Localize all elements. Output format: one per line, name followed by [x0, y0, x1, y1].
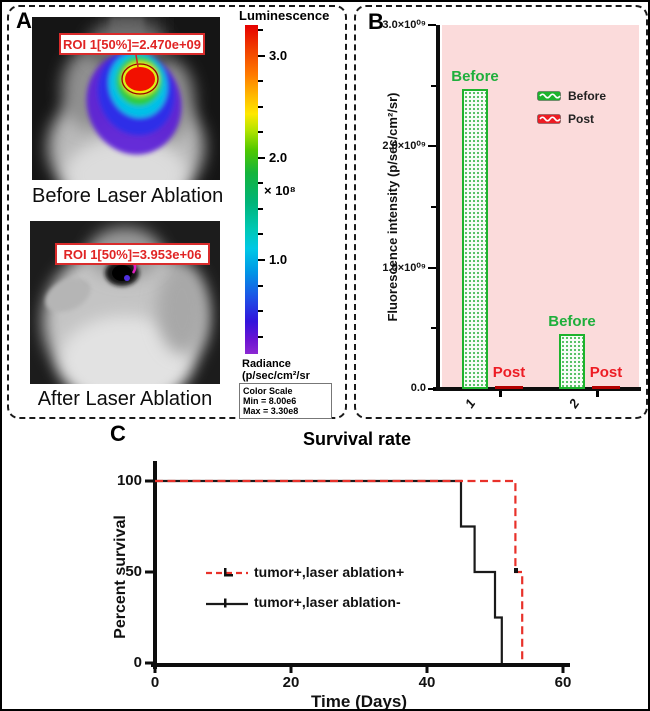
bar-chart-x-axis: [433, 387, 641, 391]
bar-label-post: Post: [589, 364, 623, 381]
bar-before-group2: [559, 334, 585, 389]
survival-curve-ablation-minus: [155, 479, 503, 663]
bar-chart-y-minor-tick: [431, 206, 436, 208]
legend-row: Before: [537, 89, 606, 103]
bar-chart-y-minor-tick: [431, 327, 436, 330]
panel-b-label: B: [368, 9, 384, 34]
colorbar-minor-tick: [258, 80, 263, 83]
survival-legend-label: tumor+,laser ablation+: [254, 564, 405, 580]
legend-swatch-icon: [537, 91, 561, 101]
panel-c-label: C: [110, 421, 126, 446]
legend-label: Before: [568, 89, 607, 103]
colorbar-minor-tick: [258, 310, 263, 313]
bar-chart-y-tick-label: 1.0×10⁰⁹: [382, 261, 426, 274]
color-scale-box: Color Scale Min = 8.00e6 Max = 3.30e8: [239, 383, 332, 419]
colorbar-tick-label: 3.0: [269, 47, 288, 63]
bar-chart-y-tick: [428, 266, 436, 269]
bar-label-before: Before: [548, 313, 596, 331]
bar-post-group2: [592, 386, 620, 389]
bar-before-group1: [462, 89, 488, 389]
survival-x-tick-label: 60: [554, 674, 572, 691]
colorbar-tick-label: 1.0: [269, 252, 288, 267]
survival-x-tick: [289, 667, 293, 673]
mouse-ear: [45, 278, 91, 312]
survival-x-tick: [153, 667, 157, 673]
roi-marker-dot: [124, 275, 130, 281]
colorbar-multiplier: × 10⁸: [264, 183, 296, 198]
legend-label: Post: [568, 112, 595, 126]
colorbar-unit-line2: (p/sec/cm²/sr: [242, 370, 310, 382]
panel-a-label: A: [16, 8, 32, 33]
colorbar-minor-tick: [258, 182, 263, 185]
survival-legend-sample: [205, 596, 249, 610]
bar-chart-y-axis: [436, 25, 440, 391]
colorbar-major-tick: [258, 259, 265, 261]
panel-b-box: [354, 5, 648, 419]
survival-chart-title: Survival rate: [302, 429, 412, 449]
caption-before-ablation: Before Laser Ablation: [32, 185, 224, 207]
bar-chart-y-tick: [428, 24, 436, 26]
colorbar-minor-tick: [258, 284, 263, 287]
bar-chart-y-tick: [428, 145, 436, 148]
survival-legend-label: tumor+,laser ablation-: [254, 594, 401, 610]
colorbar-minor-tick: [258, 207, 263, 210]
color-scale-title: Color Scale: [243, 386, 293, 396]
colorbar-unit-line1: Radiance: [242, 358, 291, 370]
roi-readout-before: ROI 1[50%]=2.470e+09: [59, 33, 205, 55]
survival-x-tick-label: 0: [150, 674, 160, 691]
bar-chart-x-tick: [499, 391, 502, 397]
survival-y-axis: [153, 461, 157, 669]
survival-x-axis-label: Time (Days): [310, 692, 408, 711]
survival-step-marker: [514, 568, 518, 573]
survival-y-tick: [145, 570, 153, 574]
legend-solid-line-icon: [206, 598, 248, 608]
colorbar-minor-tick: [258, 335, 263, 338]
bar-label-post: Post: [492, 364, 526, 381]
bar-chart-y-tick-label: 0.0: [410, 382, 426, 394]
survival-x-tick-label: 20: [282, 674, 300, 691]
colorbar-unit: Radiance (p/sec/cm²/sr: [242, 358, 310, 382]
colorbar-major-tick: [258, 54, 265, 57]
bar-chart-x-tick: [596, 391, 599, 397]
colorbar-minor-tick: [258, 105, 263, 108]
colorbar-minor-tick: [258, 29, 263, 32]
bar-chart-y-tick-label: 2.0×10⁰⁹: [382, 140, 426, 153]
bar-chart-y-tick-label: 3.0×10⁰⁹: [382, 19, 426, 31]
survival-y-tick-label: 50: [125, 563, 142, 580]
survival-y-tick-label: 100: [116, 472, 142, 489]
survival-x-tick-label: 40: [418, 674, 436, 691]
survival-legend-sample: [205, 566, 249, 580]
bar-post-group1: [495, 386, 523, 389]
roi-connector-line: [135, 54, 139, 68]
legend-dashed-line-icon: [206, 568, 248, 577]
bar-chart-y-minor-tick: [431, 84, 436, 87]
bar-label-before: Before: [451, 68, 499, 86]
colorbar-major-tick: [258, 156, 265, 159]
color-scale-min: Min = 8.00e6: [243, 396, 297, 406]
legend-row: Post: [537, 112, 606, 126]
colorbar-title: Luminescence: [239, 8, 330, 23]
panel-a-box: [7, 5, 347, 419]
legend-swatch-icon: [537, 114, 561, 124]
survival-x-axis: [151, 663, 570, 667]
bar-chart-y-tick: [428, 388, 436, 390]
colorbar-minor-tick: [258, 131, 263, 134]
colorbar-minor-tick: [258, 233, 263, 236]
survival-y-tick: [145, 661, 153, 665]
survival-x-tick: [561, 667, 565, 673]
survival-y-tick: [145, 479, 153, 483]
caption-after-ablation: After Laser Ablation: [37, 388, 213, 410]
colorbar-tick-label: 2.0: [269, 149, 288, 165]
roi-readout-after: ROI 1[50%]=3.953e+06: [55, 243, 210, 265]
survival-x-tick: [425, 667, 429, 673]
survival-y-tick-label: 0: [133, 654, 142, 671]
bar-chart-legend: Before Post: [537, 89, 606, 135]
color-scale-max: Max = 3.30e8: [243, 406, 299, 416]
luminescence-colorbar: [245, 25, 258, 354]
